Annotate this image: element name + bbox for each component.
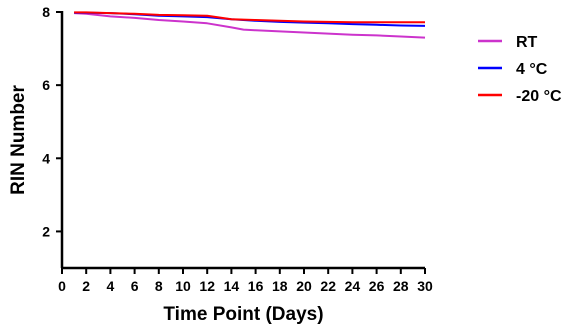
x-tick-label: 22 (320, 278, 336, 294)
x-tick-label: 26 (369, 278, 385, 294)
axes (60, 11, 425, 270)
legend-label: 4 °C (516, 61, 548, 78)
x-tick-label: 2 (82, 278, 90, 294)
x-axis-title: Time Point (Days) (163, 304, 323, 325)
y-tick-label: 4 (42, 150, 50, 166)
x-tick-label: 6 (131, 278, 139, 294)
x-tick-label: 14 (224, 278, 240, 294)
x-tick-label: 8 (155, 278, 163, 294)
x-tick-label: 10 (175, 278, 191, 294)
series-line-1 (74, 12, 426, 39)
x-tick-label: 16 (248, 278, 264, 294)
y-axis-title: RIN Number (8, 85, 29, 195)
x-tick-label: 30 (417, 278, 433, 294)
legend: RT 4 °C -20 °C (478, 34, 562, 105)
x-tick-label: 18 (272, 278, 288, 294)
legend-label: -20 °C (516, 88, 562, 105)
y-tick-label: 2 (42, 223, 50, 239)
data-series (74, 11, 426, 39)
x-tick-label: 12 (199, 278, 215, 294)
x-tick-label: 4 (107, 278, 115, 294)
x-tick-label: 28 (393, 278, 409, 294)
x-tick-label: 20 (296, 278, 312, 294)
y-tick-label: 6 (42, 77, 50, 93)
x-tick-label: 24 (345, 278, 361, 294)
y-tick-label: 8 (42, 4, 50, 20)
series-line-3 (74, 11, 425, 24)
x-tick-label: 0 (58, 278, 66, 294)
legend-label: RT (516, 34, 538, 51)
